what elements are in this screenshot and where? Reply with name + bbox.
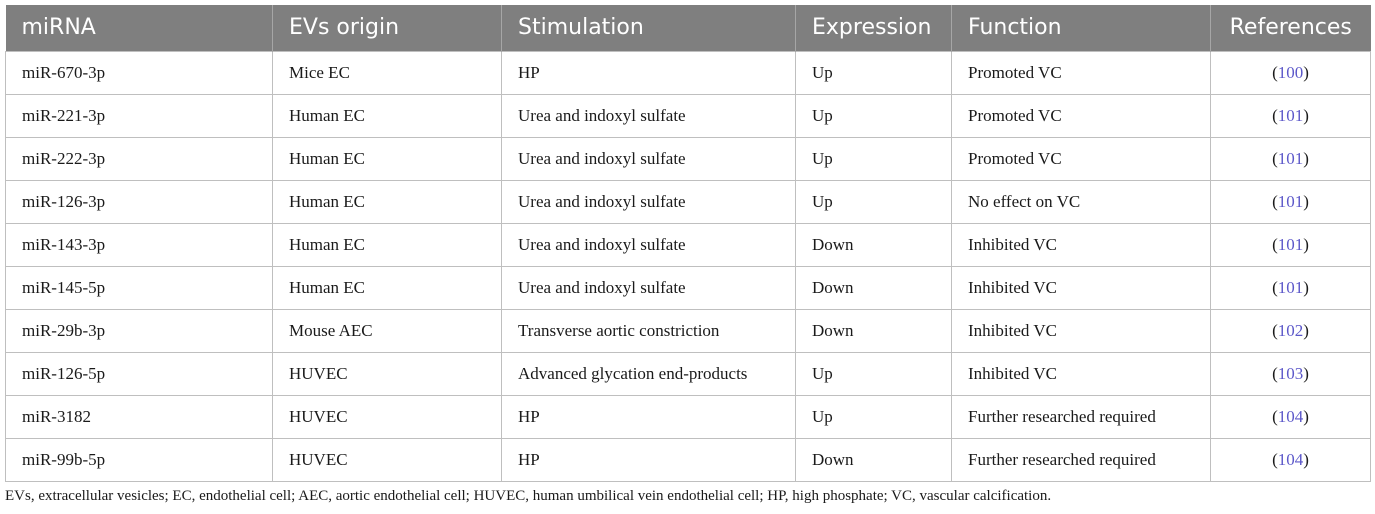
cell-expression: Down — [795, 308, 952, 353]
cell-expression: Up — [795, 179, 952, 224]
reference-link[interactable]: 100 — [1277, 62, 1304, 82]
cell-function: Inhibited VC — [951, 351, 1211, 396]
cell-reference: (101) — [1210, 222, 1371, 267]
reference-link[interactable]: 101 — [1277, 234, 1304, 254]
reference-link[interactable]: 101 — [1277, 191, 1304, 211]
col-header-stimulation: Stimulation — [501, 5, 796, 51]
table-row: miR-145-5p Human EC Urea and indoxyl sul… — [5, 265, 1371, 310]
table-row: miR-222-3p Human EC Urea and indoxyl sul… — [5, 136, 1371, 181]
cell-function: Further researched required — [951, 394, 1211, 439]
cell-function: Further researched required — [951, 437, 1211, 482]
cell-mirna: miR-222-3p — [5, 136, 273, 181]
reference-link[interactable]: 104 — [1277, 449, 1304, 469]
header-row: miRNA EVs origin Stimulation Expression … — [5, 5, 1371, 51]
reference-link[interactable]: 103 — [1277, 363, 1304, 383]
cell-origin: Human EC — [272, 265, 502, 310]
table-row: miR-99b-5p HUVEC HP Down Further researc… — [5, 437, 1371, 482]
cell-expression: Up — [795, 136, 952, 181]
cell-stimulation: Transverse aortic constriction — [501, 308, 796, 353]
cell-mirna: miR-29b-3p — [5, 308, 273, 353]
cell-mirna: miR-126-5p — [5, 351, 273, 396]
cell-mirna: miR-670-3p — [5, 50, 273, 95]
cell-stimulation: Urea and indoxyl sulfate — [501, 136, 796, 181]
cell-expression: Down — [795, 265, 952, 310]
cell-origin: Human EC — [272, 93, 502, 138]
cell-origin: Mouse AEC — [272, 308, 502, 353]
col-header-expression: Expression — [795, 5, 952, 51]
reference-link[interactable]: 102 — [1277, 320, 1304, 340]
col-header-references: References — [1210, 5, 1371, 51]
col-header-evs-origin: EVs origin — [272, 5, 502, 51]
cell-reference: (103) — [1210, 351, 1371, 396]
cell-stimulation: Urea and indoxyl sulfate — [501, 222, 796, 267]
table-row: miR-126-5p HUVEC Advanced glycation end-… — [5, 351, 1371, 396]
col-header-mirna: miRNA — [5, 5, 273, 51]
cell-origin: Human EC — [272, 136, 502, 181]
cell-reference: (101) — [1210, 265, 1371, 310]
cell-mirna: miR-126-3p — [5, 179, 273, 224]
cell-function: Promoted VC — [951, 93, 1211, 138]
reference-link[interactable]: 101 — [1277, 277, 1304, 297]
cell-reference: (100) — [1210, 50, 1371, 95]
table-container: miRNA EVs origin Stimulation Expression … — [5, 5, 1371, 482]
cell-stimulation: HP — [501, 50, 796, 95]
table-footnote: EVs, extracellular vesicles; EC, endothe… — [5, 488, 1052, 504]
cell-mirna: miR-145-5p — [5, 265, 273, 310]
cell-reference: (104) — [1210, 394, 1371, 439]
reference-link[interactable]: 101 — [1277, 105, 1304, 125]
cell-stimulation: Urea and indoxyl sulfate — [501, 93, 796, 138]
table-row: miR-126-3p Human EC Urea and indoxyl sul… — [5, 179, 1371, 224]
table-row: miR-221-3p Human EC Urea and indoxyl sul… — [5, 93, 1371, 138]
cell-origin: HUVEC — [272, 437, 502, 482]
cell-stimulation: Urea and indoxyl sulfate — [501, 179, 796, 224]
cell-function: Inhibited VC — [951, 265, 1211, 310]
cell-mirna: miR-99b-5p — [5, 437, 273, 482]
cell-mirna: miR-143-3p — [5, 222, 273, 267]
cell-expression: Up — [795, 93, 952, 138]
cell-function: No effect on VC — [951, 179, 1211, 224]
cell-stimulation: Urea and indoxyl sulfate — [501, 265, 796, 310]
cell-stimulation: HP — [501, 437, 796, 482]
cell-origin: Human EC — [272, 222, 502, 267]
cell-stimulation: Advanced glycation end-products — [501, 351, 796, 396]
cell-reference: (101) — [1210, 93, 1371, 138]
reference-link[interactable]: 101 — [1277, 148, 1304, 168]
cell-expression: Down — [795, 437, 952, 482]
cell-expression: Up — [795, 50, 952, 95]
cell-stimulation: HP — [501, 394, 796, 439]
cell-function: Inhibited VC — [951, 222, 1211, 267]
mirna-table: miRNA EVs origin Stimulation Expression … — [5, 5, 1371, 482]
cell-function: Promoted VC — [951, 136, 1211, 181]
cell-origin: HUVEC — [272, 351, 502, 396]
cell-mirna: miR-221-3p — [5, 93, 273, 138]
cell-expression: Down — [795, 222, 952, 267]
cell-expression: Up — [795, 351, 952, 396]
cell-expression: Up — [795, 394, 952, 439]
cell-origin: Human EC — [272, 179, 502, 224]
cell-function: Inhibited VC — [951, 308, 1211, 353]
table-row: miR-29b-3p Mouse AEC Transverse aortic c… — [5, 308, 1371, 353]
cell-reference: (104) — [1210, 437, 1371, 482]
table-row: miR-3182 HUVEC HP Up Further researched … — [5, 394, 1371, 439]
cell-mirna: miR-3182 — [5, 394, 273, 439]
table-row: miR-143-3p Human EC Urea and indoxyl sul… — [5, 222, 1371, 267]
table-row: miR-670-3p Mice EC HP Up Promoted VC (10… — [5, 50, 1371, 95]
cell-origin: HUVEC — [272, 394, 502, 439]
cell-reference: (101) — [1210, 136, 1371, 181]
col-header-function: Function — [951, 5, 1211, 51]
cell-reference: (102) — [1210, 308, 1371, 353]
cell-function: Promoted VC — [951, 50, 1211, 95]
cell-reference: (101) — [1210, 179, 1371, 224]
cell-origin: Mice EC — [272, 50, 502, 95]
reference-link[interactable]: 104 — [1277, 406, 1304, 426]
